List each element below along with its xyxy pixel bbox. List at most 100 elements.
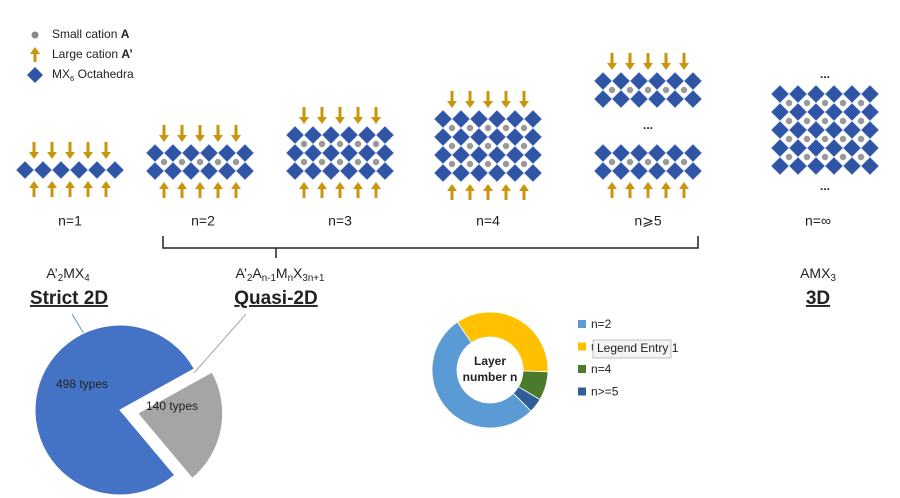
large-cation-arrow	[625, 182, 635, 189]
octahedron	[825, 85, 843, 103]
octahedron	[861, 121, 879, 139]
large-cation-arrow	[47, 181, 57, 188]
large-cation-arrow	[679, 182, 689, 189]
octahedron	[304, 144, 322, 162]
group-title: 3D	[806, 288, 830, 309]
large-cation-arrow	[468, 190, 472, 200]
value-label: 140 types	[146, 399, 198, 413]
small-cation	[336, 158, 344, 166]
small-cation	[839, 153, 847, 161]
small-cation	[821, 135, 829, 143]
octahedron	[666, 72, 684, 90]
large-cation-arrow	[104, 142, 108, 152]
large-cation-arrow	[450, 91, 454, 101]
large-cation-arrow	[465, 101, 475, 108]
octahedron	[236, 144, 254, 162]
large-cation-arrow	[468, 91, 472, 101]
small-cation	[466, 142, 474, 150]
large-cation-arrow	[180, 125, 184, 135]
small-cation	[520, 142, 528, 150]
group-title: Strict 2D	[30, 288, 108, 309]
octahedron	[648, 72, 666, 90]
structure-label: n=1	[58, 213, 82, 229]
large-cation-arrow	[29, 152, 39, 159]
small-cation	[178, 158, 186, 166]
cation-icon	[31, 31, 39, 39]
octahedron	[340, 162, 358, 180]
text-segment: 3	[830, 273, 836, 284]
octahedron	[789, 139, 807, 157]
large-cation-arrow	[501, 101, 511, 108]
small-cation	[502, 160, 510, 168]
text-segment: A’	[236, 265, 247, 281]
text-segment: AMX	[800, 265, 831, 281]
octahedron-icon	[27, 67, 43, 83]
octahedron	[789, 85, 807, 103]
text-segment: Large cation	[52, 47, 121, 61]
octahedron	[52, 161, 70, 179]
octahedron	[861, 139, 879, 157]
ellipsis: ...	[820, 179, 830, 193]
large-cation-arrow	[234, 125, 238, 135]
group-title: Quasi-2D	[234, 288, 317, 309]
large-cation-arrow	[162, 188, 166, 198]
value-label: 498 types	[56, 377, 108, 391]
small-cation	[466, 124, 474, 132]
octahedron	[322, 126, 340, 144]
octahedron	[594, 72, 612, 90]
octahedron	[488, 128, 506, 146]
large-cation-arrow	[522, 190, 526, 200]
large-cation-arrow	[195, 182, 205, 189]
pie-slice	[136, 371, 224, 480]
text-segment: A	[252, 265, 262, 281]
text-segment: A	[121, 27, 130, 41]
small-cation	[448, 124, 456, 132]
large-cation-arrow	[65, 181, 75, 188]
donut-slice	[456, 311, 549, 373]
octahedron	[470, 164, 488, 182]
octahedron	[164, 162, 182, 180]
small-cation	[680, 86, 688, 94]
arrow-icon	[33, 53, 37, 62]
octahedron	[861, 157, 879, 175]
octahedron	[861, 85, 879, 103]
structure-label: n=3	[328, 213, 352, 229]
large-cation-arrow	[47, 152, 57, 159]
ellipsis: ...	[643, 118, 653, 132]
large-cation-arrow	[231, 135, 241, 142]
octahedron	[452, 128, 470, 146]
large-cation-arrow	[320, 107, 324, 117]
octahedron	[182, 144, 200, 162]
large-cation-arrow	[32, 187, 36, 197]
octahedron	[807, 103, 825, 121]
octahedron	[684, 144, 702, 162]
small-cation	[644, 158, 652, 166]
octahedron	[825, 121, 843, 139]
donut-slice	[512, 386, 541, 412]
octahedron	[376, 126, 394, 144]
large-cation-arrow	[302, 107, 306, 117]
large-cation-arrow	[356, 107, 360, 117]
small-cation	[520, 124, 528, 132]
large-cation-arrow	[447, 184, 457, 191]
large-cation-arrow	[317, 182, 327, 189]
large-cation-arrow	[234, 188, 238, 198]
large-cation-arrow	[679, 63, 689, 70]
octahedron	[506, 110, 524, 128]
octahedron	[358, 126, 376, 144]
large-cation-arrow	[177, 135, 187, 142]
octahedron	[684, 90, 702, 108]
large-cation-arrow	[646, 188, 650, 198]
text-segment: 2	[58, 273, 63, 284]
octahedron	[843, 85, 861, 103]
large-cation-arrow	[83, 181, 93, 188]
large-cation-arrow	[86, 187, 90, 197]
large-cation-arrow	[159, 182, 169, 189]
octahedron	[771, 121, 789, 139]
text-segment: 2	[247, 273, 252, 284]
large-cation-arrow	[302, 188, 306, 198]
octahedron	[666, 162, 684, 180]
small-cation	[803, 99, 811, 107]
large-cation-arrow	[522, 91, 526, 101]
large-cation-arrow	[628, 53, 632, 63]
